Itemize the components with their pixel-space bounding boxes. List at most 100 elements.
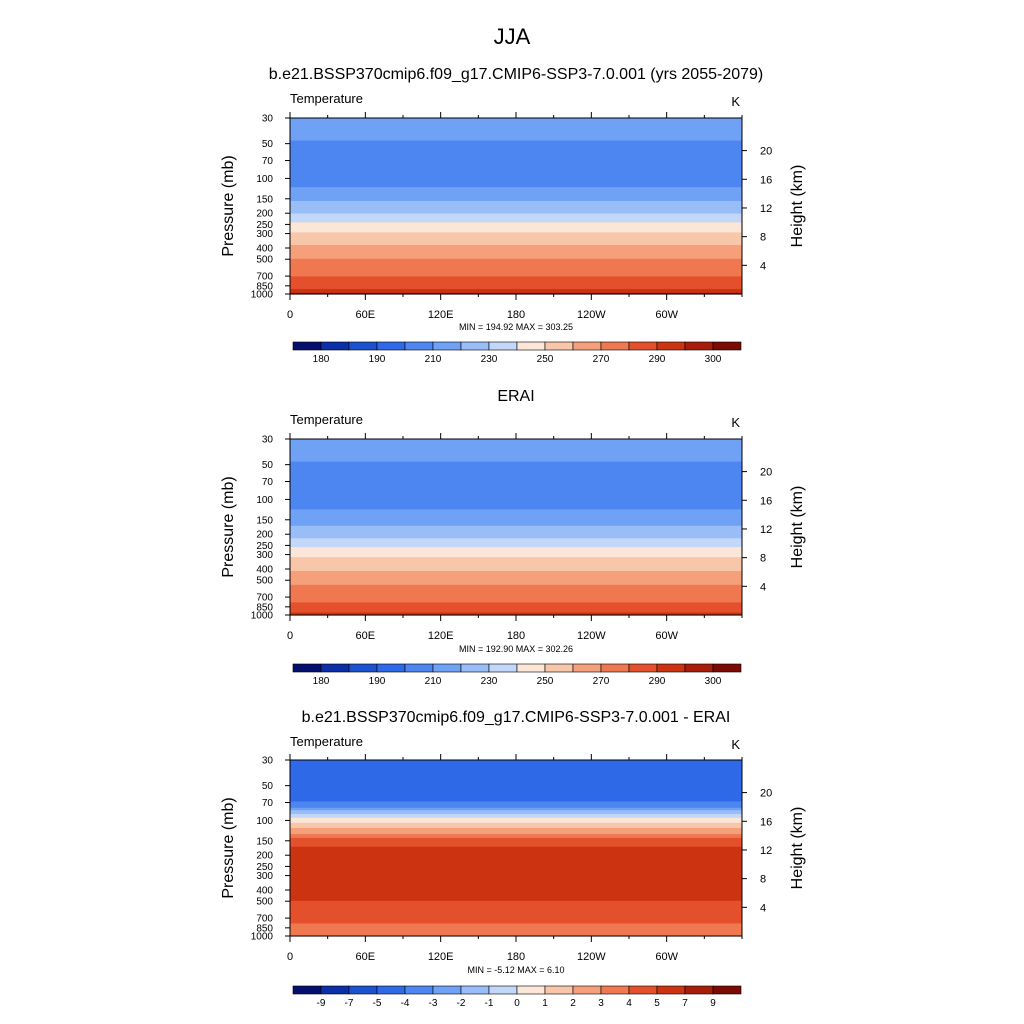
y-tick-label: 200: [256, 851, 273, 862]
y-tick-label: 250: [256, 862, 273, 873]
colorbar-swatch: [460, 341, 490, 351]
colorbar-swatch: [656, 985, 686, 995]
colorbar-swatch: [488, 341, 518, 351]
y-tick-label: 500: [256, 897, 273, 908]
colorbar-label: 190: [369, 354, 386, 365]
x-tick-label: 120E: [428, 309, 454, 321]
colorbar-swatch: [460, 663, 490, 673]
colorbar-swatch: [628, 985, 658, 995]
x-tick-label: 0: [287, 630, 293, 642]
colorbar-swatch: [348, 985, 378, 995]
y-tick-label: 700: [256, 914, 273, 925]
y-tick-label: 150: [256, 515, 273, 526]
colorbar-swatch: [376, 985, 406, 995]
y-tick-label: 70: [262, 477, 274, 488]
colorbar: -9 -7 -5 -4 -3 -2 -1 0 1 2 3 4 5 7 9: [292, 985, 742, 1009]
colorbar-swatch: [712, 341, 742, 351]
colorbar-swatch: [292, 341, 322, 351]
y-tick-label: 400: [256, 886, 273, 897]
x-tick-label: 60W: [655, 951, 678, 963]
y-tick-label: 250: [256, 220, 273, 231]
colorbar-swatch: [544, 341, 574, 351]
colorbar-swatch: [348, 341, 378, 351]
panel-erai: ERAI Temperature K Pressure (mb) Height …: [220, 388, 806, 687]
contour-band: [290, 276, 742, 290]
y-tick-label: 850: [256, 923, 273, 934]
y2-tick-label: 12: [760, 524, 772, 536]
y-tick-label: 30: [262, 114, 274, 125]
colorbar: 180 190 210 230 250 270 290 300: [292, 341, 742, 365]
y2-tick-label: 16: [760, 495, 772, 507]
y-tick-label: 70: [262, 156, 274, 167]
colorbar-swatch: [656, 341, 686, 351]
colorbar-label: 4: [626, 998, 632, 1009]
y-tick-label: 400: [256, 244, 273, 255]
contour-band: [290, 923, 742, 937]
colorbar-swatch: [516, 985, 546, 995]
colorbar-label: 250: [537, 354, 554, 365]
x-tick-label: 0: [287, 951, 293, 963]
panel-model: b.e21.BSSP370cmip6.f09_g17.CMIP6-SSP3-7.…: [220, 66, 806, 365]
colorbar-swatch: [600, 985, 630, 995]
contour-band: [290, 846, 742, 902]
colorbar-swatch: [712, 663, 742, 673]
contour-band: [290, 258, 742, 277]
colorbar-swatch: [712, 985, 742, 995]
contour-band: [290, 612, 742, 616]
y-tick-label: 700: [256, 593, 273, 604]
y-tick-label: 200: [256, 209, 273, 220]
colorbar-label: 9: [710, 998, 716, 1009]
x-tick-label: 0: [287, 309, 293, 321]
colorbar-label: 2: [570, 998, 576, 1009]
colorbar-label: 270: [593, 354, 610, 365]
contour-band: [290, 810, 742, 815]
colorbar-label: 190: [369, 676, 386, 687]
y-tick-label: 50: [262, 139, 274, 150]
colorbar-label: 180: [313, 676, 330, 687]
y-tick-label: 200: [256, 530, 273, 541]
units-label: K: [731, 415, 740, 430]
colorbar-swatch: [404, 341, 434, 351]
panel-title: b.e21.BSSP370cmip6.f09_g17.CMIP6-SSP3-7.…: [302, 709, 731, 726]
x-tick-label: 120W: [577, 309, 606, 321]
panel-difference: b.e21.BSSP370cmip6.f09_g17.CMIP6-SSP3-7.…: [220, 709, 806, 1009]
contour-band: [290, 140, 742, 188]
colorbar-swatch: [684, 663, 714, 673]
colorbar-swatch: [572, 663, 602, 673]
y-tick-label: 250: [256, 541, 273, 552]
x-tick-label: 120E: [428, 951, 454, 963]
field-label: Temperature: [290, 734, 363, 749]
contour-band: [290, 834, 742, 839]
contour-band: [290, 801, 742, 809]
y-tick-label: 300: [256, 550, 273, 561]
colorbar-swatch: [628, 341, 658, 351]
colorbar-swatch: [404, 663, 434, 673]
colorbar-label: 1: [542, 998, 548, 1009]
colorbar-swatch: [432, 341, 462, 351]
colorbar-label: 270: [593, 676, 610, 687]
y-axis-label: Pressure (mb): [220, 797, 237, 898]
y2-tick-label: 4: [760, 260, 766, 272]
y-tick-label: 1000: [251, 611, 274, 622]
contour-band: [290, 200, 742, 215]
colorbar-swatch: [488, 663, 518, 673]
colorbar-swatch: [544, 663, 574, 673]
contour-band: [290, 547, 742, 558]
panel-title: b.e21.BSSP370cmip6.f09_g17.CMIP6-SSP3-7.…: [269, 66, 764, 83]
y2-tick-label: 16: [760, 174, 772, 186]
colorbar-swatch: [572, 985, 602, 995]
field-label: Temperature: [290, 412, 363, 427]
y2-tick-label: 12: [760, 845, 772, 857]
colorbar-label: -5: [373, 998, 382, 1009]
x-tick-label: 120W: [577, 630, 606, 642]
y2-tick-label: 16: [760, 816, 772, 828]
y2-tick-label: 12: [760, 203, 772, 215]
colorbar-label: 290: [649, 354, 666, 365]
x-tick-label: 120E: [428, 630, 454, 642]
colorbar-swatch: [628, 663, 658, 673]
min-max-stats: MIN = 192.90 MAX = 302.26: [459, 644, 573, 654]
colorbar-swatch: [516, 663, 546, 673]
colorbar-label: 250: [537, 676, 554, 687]
colorbar-label: 7: [682, 998, 688, 1009]
